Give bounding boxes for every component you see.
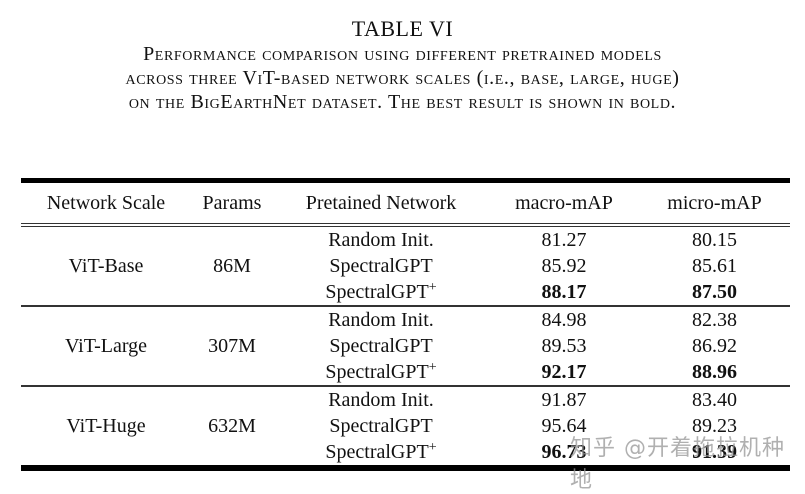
params-cell: 86M: [213, 255, 251, 277]
micro-map-cell: 85.61: [692, 255, 737, 277]
macro-map-cell: 92.17: [541, 361, 587, 383]
group-vit-base: ViT-Base 86M Random Init. 81.27 80.15 Spectra…: [21, 227, 790, 305]
macro-map-cell: 89.53: [541, 335, 587, 357]
table-row: SpectralGPT+ 96.73 91.39: [21, 439, 790, 465]
network-scale-cell: ViT-Base: [68, 255, 144, 277]
caption-line-1: Performance comparison using different p…: [143, 43, 662, 65]
micro-map-cell: 89.23: [692, 415, 737, 437]
pretrained-network-cell: Random Init.: [328, 309, 434, 331]
group-vit-huge: ViT-Huge 632M Random Init. 91.87 83.40 Spectr…: [21, 387, 790, 465]
group-separator-rule: [21, 305, 790, 307]
pretrained-network-cell: SpectralGPT+: [325, 280, 437, 304]
group-separator-rule: [21, 385, 790, 387]
micro-map-cell: 83.40: [692, 389, 737, 411]
table-row: ViT-Base 86M Random Init. 81.27 80.15: [21, 227, 790, 277]
macro-map-cell: 96.73: [541, 441, 587, 463]
network-scale-cell: ViT-Huge: [66, 415, 146, 437]
table-row: SpectralGPT+ 88.17 87.50: [21, 279, 790, 305]
header-macro-map: macro-mAP: [515, 191, 613, 214]
macro-map-cell: 81.27: [541, 229, 587, 251]
header-row: Network Scale Params Pretained Network m…: [21, 183, 790, 223]
header-double-rule: [21, 223, 790, 227]
macro-map-cell: 91.87: [541, 389, 587, 411]
table-row: ViT-Huge 632M Random Init. 91.87 83.40: [21, 387, 790, 437]
header-pretrained-network: Pretained Network: [305, 191, 457, 214]
caption-line-2: across three ViT-based network scales (i…: [125, 67, 680, 89]
pretrained-network-cell: Random Init.: [328, 229, 434, 251]
network-scale-cell: ViT-Large: [64, 335, 148, 357]
micro-map-cell: 87.50: [692, 281, 737, 303]
macro-map-cell: 85.92: [541, 255, 587, 277]
pretrained-network-cell: SpectralGPT: [329, 335, 433, 357]
micro-map-cell: 86.92: [692, 335, 737, 357]
plus-superscript: +: [428, 440, 437, 455]
header-micro-map: micro-mAP: [667, 191, 762, 214]
top-rule: [21, 178, 790, 183]
macro-map-cell: 88.17: [541, 281, 587, 303]
header-params: Params: [202, 191, 262, 214]
table-row: SpectralGPT 95.64 89.23: [21, 413, 790, 439]
group-vit-large: ViT-Large 307M Random Init. 84.98 82.38 Spect…: [21, 307, 790, 385]
micro-map-cell: 80.15: [692, 229, 737, 251]
pretrained-network-cell: Random Init.: [328, 389, 434, 411]
params-cell: 307M: [208, 335, 256, 357]
table-caption: TABLE VI Performance comparison using di…: [0, 16, 805, 114]
watermark: 知乎 @开着拖拉机种地: [570, 436, 785, 493]
pretrained-network-cell: SpectralGPT: [329, 255, 433, 277]
table-row: SpectralGPT+ 92.17 88.96: [21, 359, 790, 385]
plus-superscript: +: [428, 280, 437, 295]
micro-map-cell: 82.38: [692, 309, 737, 331]
bottom-rule: [21, 465, 790, 471]
table-row: ViT-Large 307M Random Init. 84.98 82.38: [21, 307, 790, 357]
header-network-scale: Network Scale: [46, 191, 166, 214]
caption-line-3: on the BigEarthNet dataset. The best res…: [128, 91, 677, 113]
micro-map-cell: 91.39: [692, 441, 737, 463]
macro-map-cell: 84.98: [541, 309, 587, 331]
pretrained-network-cell: SpectralGPT+: [325, 440, 437, 464]
table-row: SpectralGPT 85.92 85.61: [21, 253, 790, 279]
macro-map-cell: 95.64: [541, 415, 587, 437]
table-label: TABLE VI: [351, 16, 454, 41]
pretrained-network-cell: SpectralGPT+: [325, 360, 437, 384]
micro-map-cell: 88.96: [692, 361, 737, 383]
plus-superscript: +: [428, 360, 437, 375]
pretrained-network-cell: SpectralGPT: [329, 415, 433, 437]
results-table: Network Scale Params Pretained Network m…: [21, 178, 790, 471]
table-row: SpectralGPT 89.53 86.92: [21, 333, 790, 359]
params-cell: 632M: [208, 415, 256, 437]
